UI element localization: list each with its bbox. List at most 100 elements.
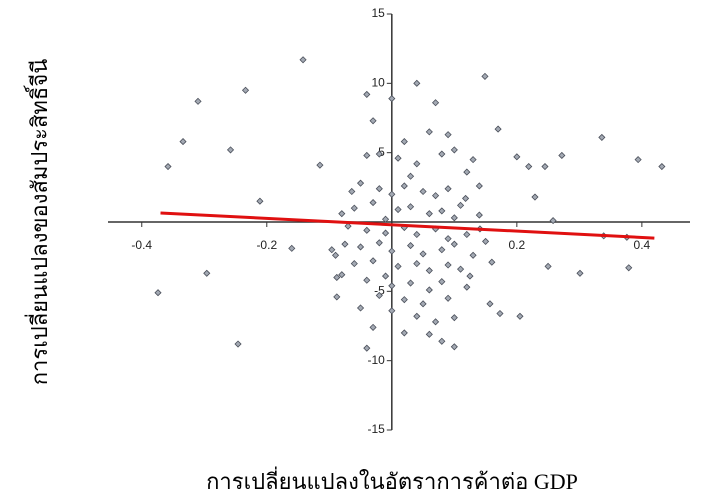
scatter-point (363, 276, 371, 284)
scatter-point (525, 162, 533, 171)
scatter-point (333, 293, 341, 301)
scatter-point (413, 260, 421, 268)
scatter-point (406, 279, 415, 287)
scatter-point (400, 138, 408, 146)
scatter-point (375, 150, 383, 158)
scatter-point (179, 138, 187, 146)
scatter-point (164, 162, 172, 171)
scatter-point (394, 154, 402, 162)
y-tick-label: 5 (378, 145, 385, 159)
scatter-point (328, 246, 336, 254)
scatter-point (375, 239, 383, 247)
scatter-point (203, 269, 211, 277)
x-tick-label: 0.2 (508, 238, 525, 252)
scatter-point (466, 272, 474, 280)
scatter-point (475, 182, 483, 190)
scatter-point (388, 307, 396, 315)
scatter-point (549, 217, 557, 225)
scatter-point (363, 90, 371, 98)
scatter-point (450, 240, 458, 248)
scatter-point (341, 240, 349, 248)
scatter-point (481, 72, 489, 80)
scatter-point (369, 117, 377, 125)
scatter-point (154, 289, 162, 297)
scatter-point (400, 296, 408, 304)
scatter-point (598, 133, 606, 141)
scatter-point (381, 215, 390, 223)
scatter-point (388, 282, 396, 290)
scatter-point (457, 201, 465, 209)
scatter-point (450, 314, 458, 322)
scatter-point (338, 210, 346, 218)
scatter-point (444, 235, 452, 243)
scatter-point (363, 151, 371, 160)
scatter-point (496, 309, 504, 318)
scatter-point (406, 203, 415, 211)
scatter-point (333, 273, 341, 282)
scatter-point (463, 283, 471, 291)
scatter-point (450, 343, 458, 351)
x-tick-label: -0.4 (131, 238, 152, 252)
scatter-point (400, 182, 408, 190)
scatter-point (457, 265, 465, 273)
scatter-point (432, 192, 440, 200)
scatter-point (331, 251, 340, 259)
x-tick-label: 0.4 (634, 238, 651, 252)
scatter-point (413, 312, 421, 320)
scatter-point (463, 230, 471, 239)
scatter-point (432, 99, 440, 107)
scatter-point (438, 207, 446, 215)
scatter-point (463, 168, 471, 176)
scatter-point (413, 160, 421, 168)
scatter-point (388, 95, 396, 103)
scatter-point (381, 272, 390, 280)
scatter-point (381, 229, 390, 237)
y-tick-label: -15 (367, 422, 385, 436)
y-tick-label: -10 (367, 353, 385, 367)
scatter-point (450, 214, 458, 222)
scatter-point (544, 262, 552, 270)
scatter-point (475, 211, 483, 219)
scatter-point (350, 204, 358, 212)
scatter-point (394, 262, 402, 270)
scatter-point (450, 146, 458, 154)
scatter-point (494, 125, 502, 133)
scatter-point (425, 128, 433, 136)
scatter-point (425, 266, 433, 275)
scatter-point (469, 156, 477, 164)
scatter-point (462, 194, 470, 202)
scatter-point (419, 300, 427, 308)
scatter-point (432, 318, 440, 326)
scatter-point (469, 251, 477, 259)
scatter-point (344, 222, 352, 230)
scatter-point (413, 230, 421, 239)
scatter-point (356, 179, 365, 187)
scatter-point (419, 250, 427, 258)
y-tick-label: -5 (374, 284, 385, 298)
scatter-point (486, 300, 494, 308)
scatter-point (558, 151, 566, 160)
scatter-point (356, 243, 365, 251)
scatter-point (338, 271, 346, 279)
scatter-point (234, 340, 242, 348)
scatter-point (348, 187, 356, 196)
scatter-point (413, 79, 421, 87)
scatter-point (444, 185, 452, 193)
scatter-point (394, 205, 402, 214)
scatter-point (541, 162, 549, 171)
scatter-point (516, 312, 524, 320)
scatter-point (425, 330, 433, 338)
scatter-point (419, 187, 427, 196)
scatter-point (388, 247, 396, 255)
scatter-point (576, 269, 584, 277)
y-axis-title: การเปลี่ยนแปลงของสัมประสิทธิ์จีนี (24, 59, 52, 386)
scatter-point (425, 210, 433, 218)
scatter-point (369, 199, 377, 207)
scatter-point (634, 156, 642, 164)
scatter-point (425, 286, 433, 294)
scatter-point (438, 278, 446, 286)
scatter-point (299, 56, 307, 64)
scatter-point (658, 162, 666, 171)
scatter-point (488, 258, 496, 266)
scatter-point (438, 150, 446, 158)
